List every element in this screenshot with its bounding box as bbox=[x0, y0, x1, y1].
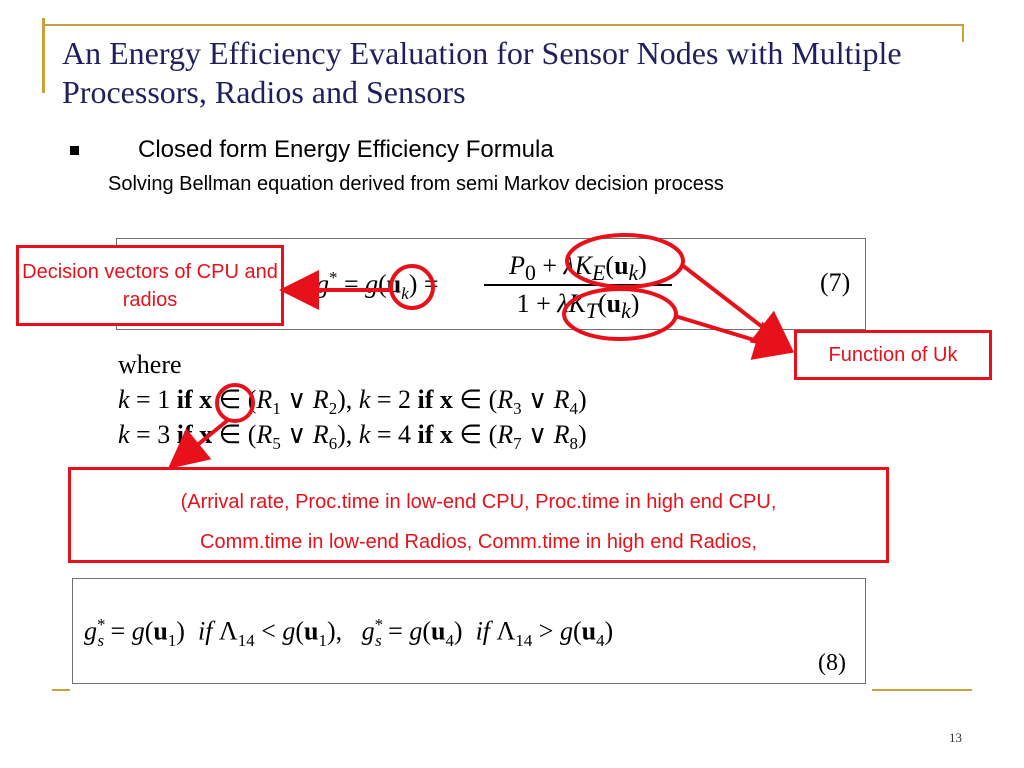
kt-to-function-arrow bbox=[674, 314, 795, 360]
equation-7-numerator: P0 + λKE(uk) bbox=[509, 251, 647, 286]
decision-vectors-text: Decision vectors of CPU and radios bbox=[22, 261, 278, 311]
page-number: 13 bbox=[949, 730, 962, 745]
frame-accent-bottom-right bbox=[872, 689, 972, 691]
equation-7-fraction: P0 + λKE(uk) 1 + λKT(uk) bbox=[478, 250, 678, 324]
function-of-uk-callout: Function of Uk bbox=[794, 330, 992, 380]
equation-7-label: (7) bbox=[820, 268, 851, 297]
where-line-1: k = 1 if x ∈ (R1 ∨ R2), k = 2 if x ∈ (R3… bbox=[118, 385, 587, 419]
decision-vectors-callout: Decision vectors of CPU and radios bbox=[16, 245, 284, 326]
x-components-line-1: (Arrival rate, Proc.time in low-end CPU,… bbox=[180, 491, 777, 513]
bullet-text: Closed form Energy Efficiency Formula bbox=[138, 136, 554, 163]
x-highlight-circle bbox=[215, 383, 255, 423]
frame-accent-top-end bbox=[962, 24, 964, 42]
frame-accent-vertical bbox=[42, 18, 45, 93]
x-to-components-arrow bbox=[167, 418, 230, 470]
bullet-square-icon bbox=[70, 146, 79, 155]
ke-highlight-ellipse bbox=[565, 233, 685, 289]
fraction-bar bbox=[484, 284, 672, 286]
sub-bullet-text: Solving Bellman equation derived from se… bbox=[108, 173, 724, 195]
frame-accent-bottom-left bbox=[52, 689, 70, 691]
kt-highlight-ellipse bbox=[562, 287, 678, 341]
x-components-callout: (Arrival rate, Proc.time in low-end CPU,… bbox=[68, 467, 889, 563]
function-of-uk-text: Function of Uk bbox=[828, 344, 958, 366]
x-components-line-2: Comm.time in low-end Radios, Comm.time i… bbox=[200, 531, 757, 553]
slide-title: An Energy Efficiency Evaluation for Sens… bbox=[62, 35, 902, 110]
equation-8-label: (8) bbox=[818, 650, 846, 676]
where-label: where bbox=[118, 350, 182, 379]
equation-7-denominator: 1 + λKT(uk) bbox=[516, 289, 640, 324]
equation-8-formula: g*s = g(u1) if Λ14 < g(u1), g*s = g(u4) … bbox=[84, 615, 614, 650]
uk-highlight-circle bbox=[389, 264, 435, 310]
equation-8-box bbox=[72, 578, 866, 684]
frame-accent-top bbox=[42, 24, 964, 26]
